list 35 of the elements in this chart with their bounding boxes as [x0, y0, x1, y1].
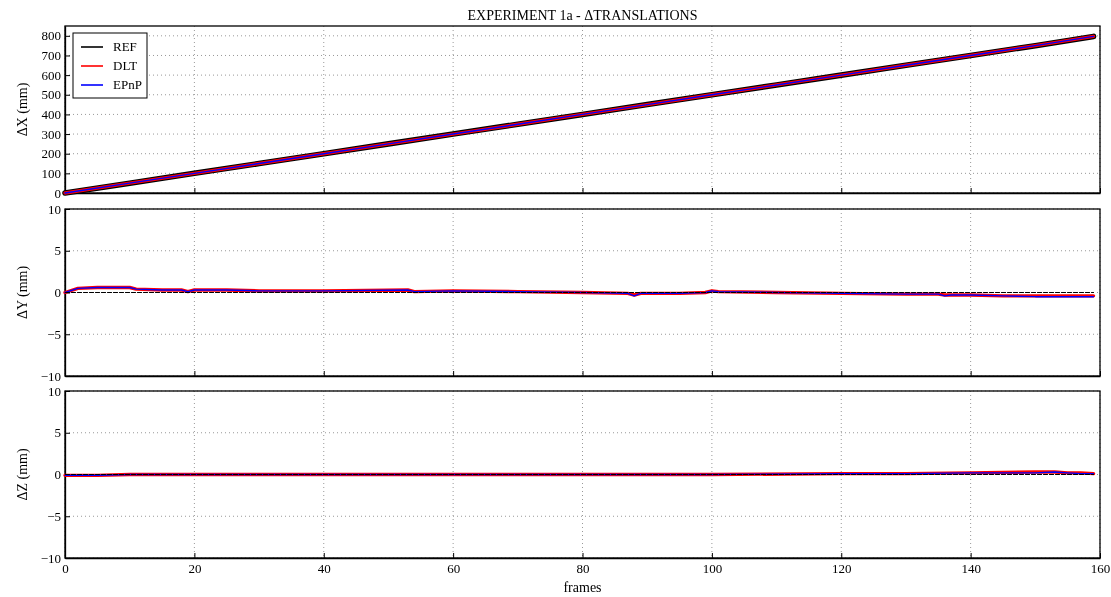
- y-tick-label: 10: [48, 383, 61, 399]
- y-tick-label: −5: [47, 326, 61, 342]
- y-tick-label: 100: [41, 166, 61, 182]
- y-tick-label: 800: [41, 28, 61, 44]
- y-tick-label: 200: [41, 146, 61, 162]
- x-tick-label: 20: [188, 561, 202, 577]
- y-tick-label: 5: [54, 243, 61, 259]
- chart-title: EXPERIMENT 1a - ΔTRANSLATIONS: [467, 8, 698, 23]
- y-tick-label: 10: [48, 201, 61, 217]
- x-tick-label: 60: [447, 561, 461, 577]
- y-tick-label: 400: [41, 107, 61, 123]
- legend-label: EPnP: [113, 77, 142, 92]
- y-tick-label: 700: [41, 48, 61, 64]
- x-tick-label: 80: [576, 561, 590, 577]
- x-tick-label: 140: [961, 561, 981, 577]
- y-tick-label: 300: [41, 126, 61, 142]
- y-tick-label: 0: [54, 467, 61, 483]
- y-axis-title: ΔX (mm): [15, 82, 31, 137]
- x-tick-label: 100: [702, 561, 723, 577]
- y-tick-label: −10: [40, 368, 61, 384]
- x-tick-label: 40: [317, 561, 331, 577]
- y-tick-label: −10: [40, 550, 61, 566]
- x-axis-title: frames: [563, 580, 602, 595]
- y-tick-label: 0: [54, 285, 61, 301]
- y-tick-label: 0: [54, 185, 61, 201]
- y-tick-label: 600: [41, 67, 61, 83]
- y-tick-label: 5: [54, 425, 61, 441]
- y-tick-label: −5: [47, 508, 61, 524]
- y-tick-label: 500: [41, 87, 61, 103]
- legend-label: DLT: [113, 58, 138, 73]
- x-tick-label: 120: [832, 561, 852, 577]
- legend-label: REF: [113, 39, 137, 54]
- y-axis-title: ΔZ (mm): [15, 448, 31, 501]
- x-tick-label: 160: [1090, 561, 1111, 577]
- y-axis-title: ΔY (mm): [15, 265, 31, 320]
